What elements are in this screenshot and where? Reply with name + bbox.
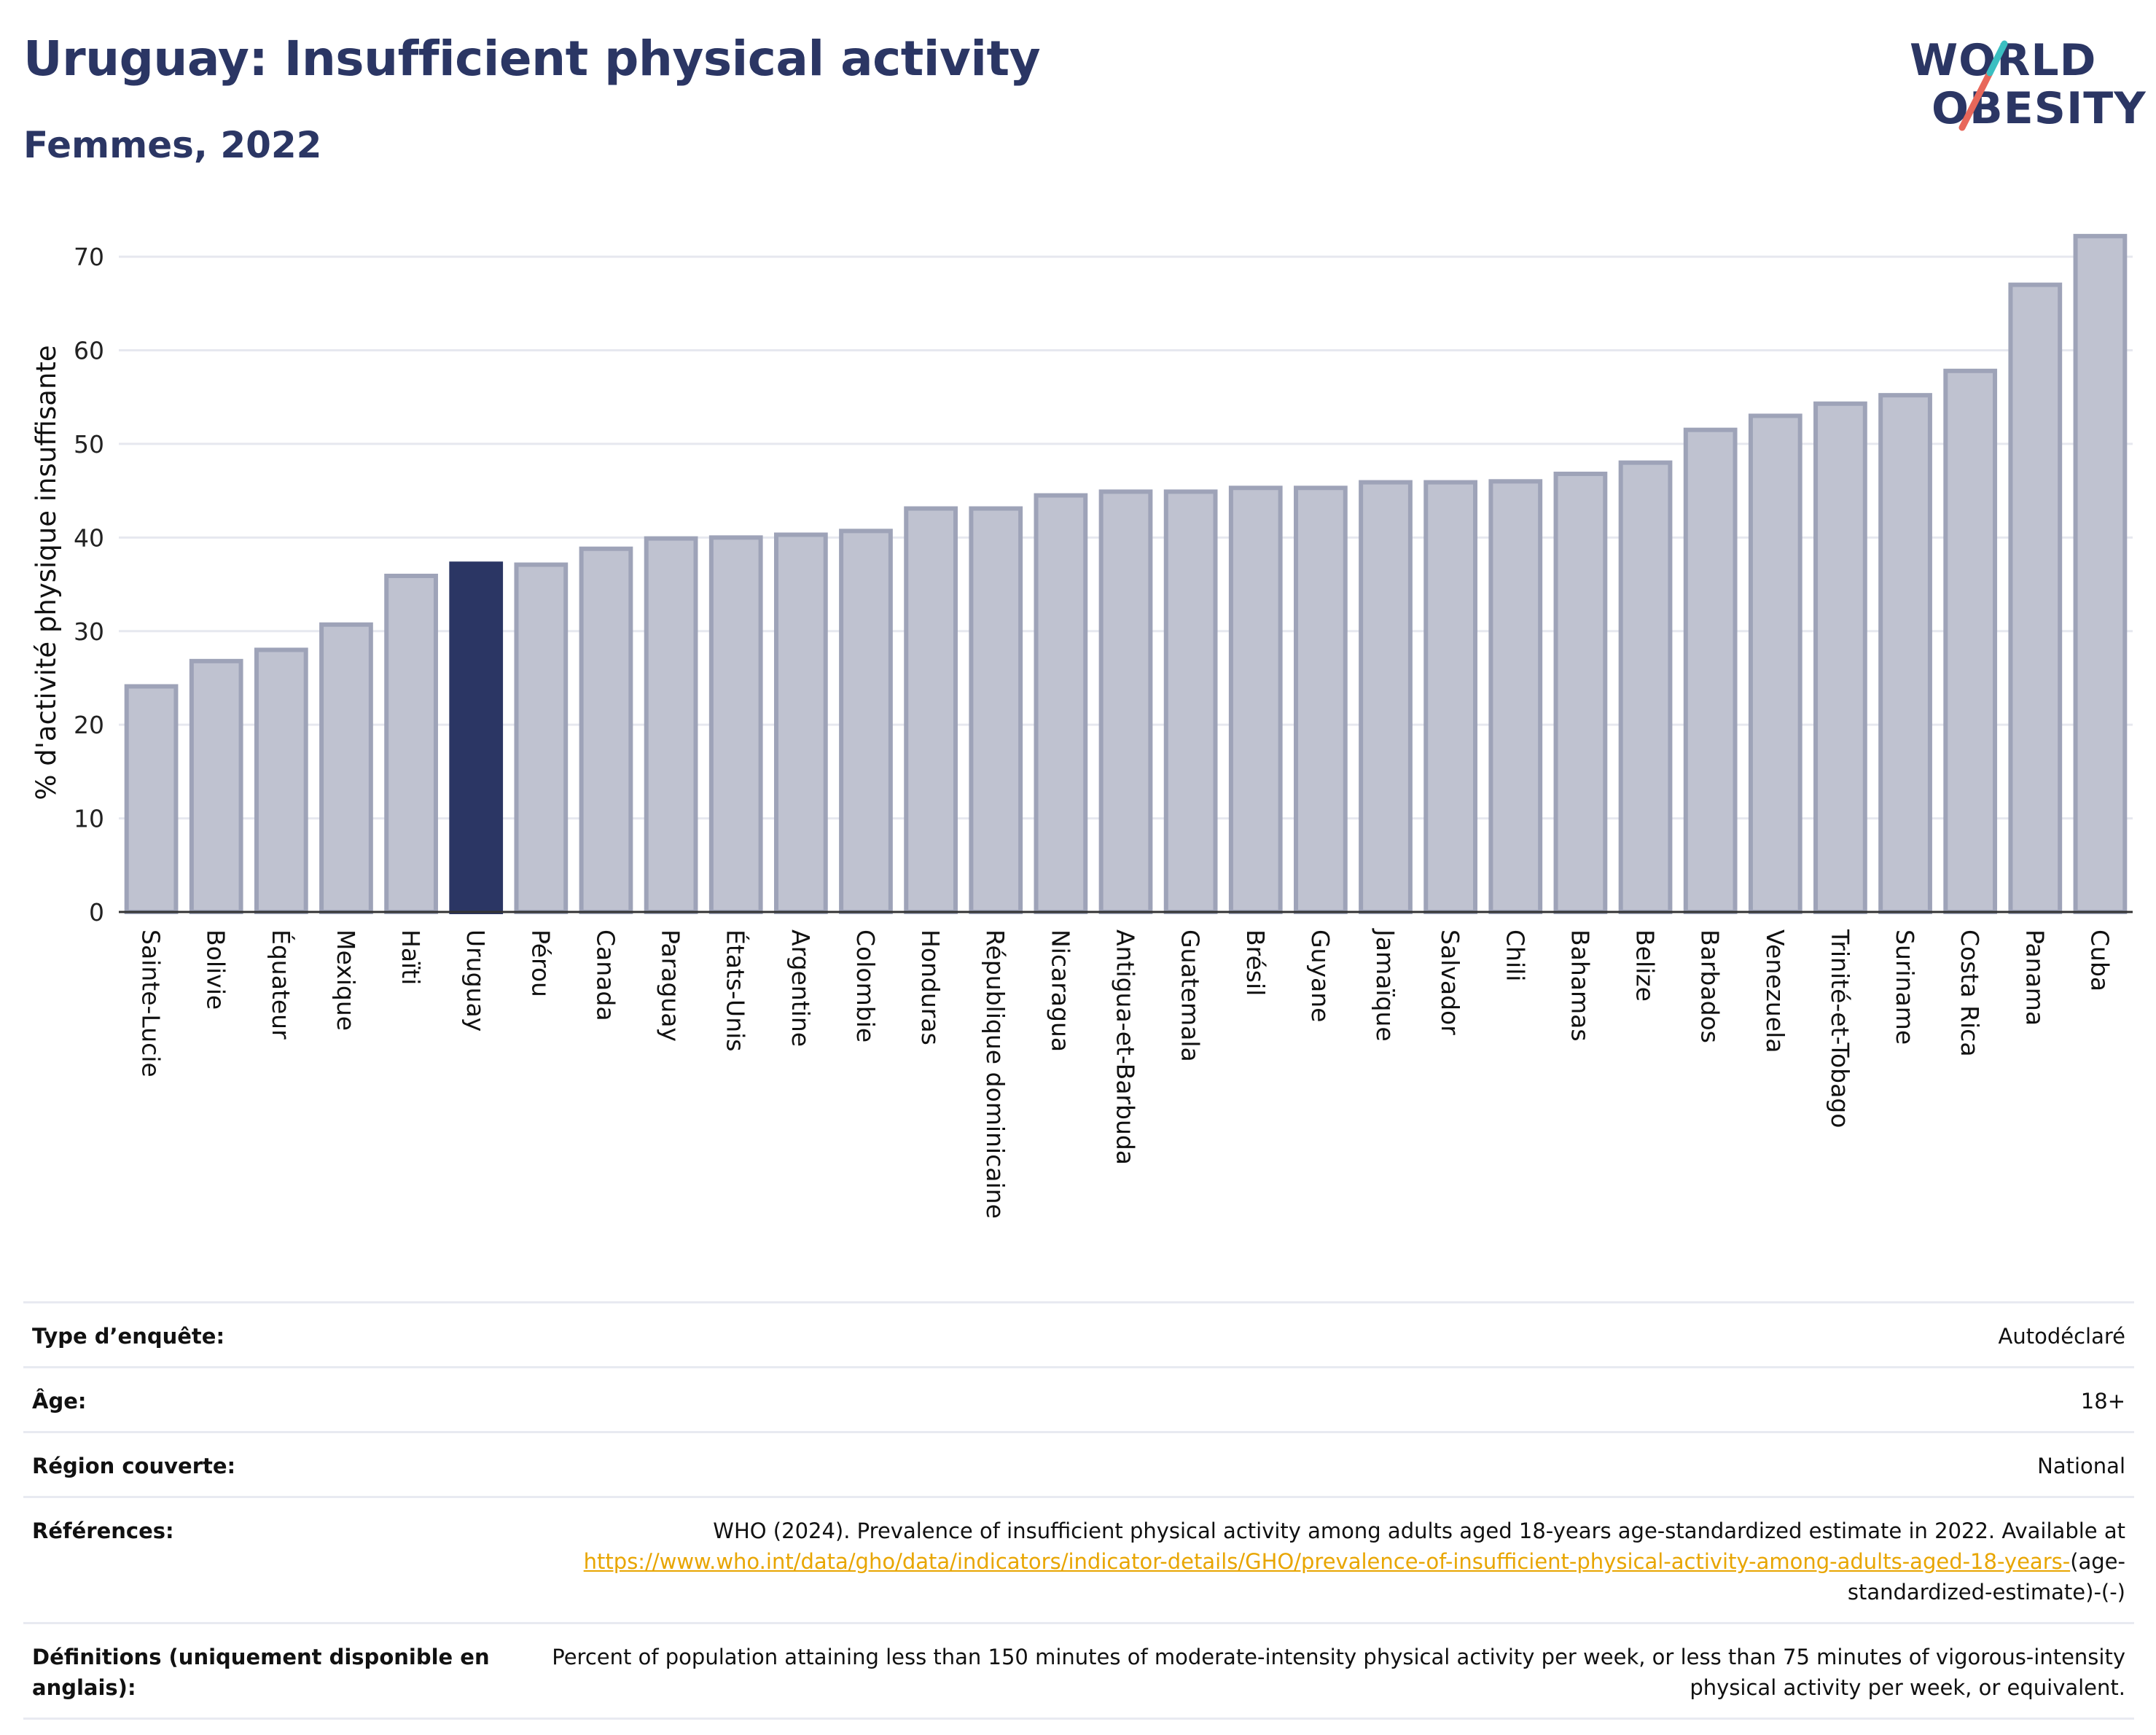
bar xyxy=(1618,460,1673,915)
details-value: WHO (2024). Prevalence of insufficient p… xyxy=(542,1516,2125,1607)
x-tick-label: États-Unis xyxy=(722,929,751,1051)
x-tick-label: Argentine xyxy=(786,929,815,1047)
x-tick-label: Mexique xyxy=(332,929,360,1031)
details-label: Type d’enquête: xyxy=(32,1324,225,1349)
bar xyxy=(1683,427,1738,915)
x-tick-label: Belize xyxy=(1631,929,1660,1002)
x-tick-label: Jamaïque xyxy=(1371,928,1399,1042)
details-row-references: Références: WHO (2024). Prevalence of in… xyxy=(23,1496,2134,1622)
y-tick-label: 70 xyxy=(74,243,104,271)
y-tick-label: 0 xyxy=(89,898,104,927)
x-tick-label: République dominicaine xyxy=(981,929,1009,1219)
bar xyxy=(124,684,179,914)
bar xyxy=(1488,479,1543,914)
details-label: Région couverte: xyxy=(32,1454,236,1478)
details-value: National xyxy=(2037,1454,2125,1478)
y-tick-label: 40 xyxy=(74,523,104,552)
x-tick-label: Nicaragua xyxy=(1046,929,1074,1052)
y-axis-label: % d'activité physique insuffisante xyxy=(31,345,62,800)
bar xyxy=(1878,393,1932,914)
x-tick-label: Chili xyxy=(1501,929,1529,981)
x-tick-label: Cuba xyxy=(2085,929,2114,991)
x-tick-label: Paraguay xyxy=(657,929,685,1042)
x-tick-label: Bahamas xyxy=(1566,929,1594,1042)
page-title: Uruguay: Insufficient physical activity xyxy=(23,31,1041,87)
x-tick-label: Haïti xyxy=(397,929,425,985)
bar xyxy=(1359,480,1413,914)
x-tick-label: Honduras xyxy=(916,929,945,1045)
x-tick-label: Suriname xyxy=(1891,929,1919,1045)
bar xyxy=(1098,489,1153,914)
x-tick-label: Pérou xyxy=(526,929,555,997)
details-row-definitions: Définitions (uniquement disponible en an… xyxy=(23,1622,2134,1720)
x-tick-label: Salvador xyxy=(1436,929,1464,1035)
bar xyxy=(514,562,569,914)
bar xyxy=(644,536,698,914)
bar xyxy=(1943,368,1998,915)
world-obesity-logo: WORLD OBESITY xyxy=(1880,22,2146,153)
logo-line-2: OBESITY xyxy=(1932,83,2147,134)
x-tick-label: Bolivie xyxy=(202,929,230,1010)
x-tick-label: Équateur xyxy=(267,929,296,1040)
bar xyxy=(708,535,763,914)
details-table: Type d’enquête: Autodéclaré Âge: 18+ Rég… xyxy=(23,1301,2134,1720)
details-value: Autodéclaré xyxy=(1998,1324,2125,1349)
reference-suffix: (age-standardized-estimate)-(-) xyxy=(1847,1549,2125,1605)
details-row-age: Âge: 18+ xyxy=(23,1366,2134,1431)
x-tick-label: Costa Rica xyxy=(1956,929,1984,1057)
bar xyxy=(2008,282,2063,915)
page-subtitle: Femmes, 2022 xyxy=(23,124,322,166)
x-tick-label: Guyane xyxy=(1306,929,1335,1022)
x-tick-label: Brésil xyxy=(1241,929,1270,996)
bar xyxy=(1034,493,1088,915)
x-tick-label: Barbados xyxy=(1696,929,1725,1043)
details-value: 18+ xyxy=(2080,1389,2125,1414)
reference-text: WHO (2024). Prevalence of insufficient p… xyxy=(713,1518,2125,1543)
details-label: Références: xyxy=(32,1518,174,1543)
x-tick-label: Guatemala xyxy=(1176,929,1205,1062)
bar xyxy=(1553,472,1608,914)
bar xyxy=(1813,401,1867,915)
bar xyxy=(579,546,633,914)
x-tick-label: Venezuela xyxy=(1761,929,1789,1053)
bar-chart: 0 10 20 30 40 50 60 70 % d'activité physique ins… xyxy=(31,233,2133,1219)
reference-link[interactable]: https://www.who.int/data/gho/data/indica… xyxy=(583,1549,2071,1574)
x-tick-label: Panama xyxy=(2020,929,2049,1026)
bar xyxy=(1294,486,1348,914)
logo-slash-icon xyxy=(1958,40,2008,131)
details-row-survey-type: Type d’enquête: Autodéclaré xyxy=(23,1301,2134,1366)
bar xyxy=(1228,486,1283,914)
bar xyxy=(449,561,504,914)
bar xyxy=(1423,480,1478,914)
bar xyxy=(1748,413,1802,914)
y-tick-label: 30 xyxy=(74,617,104,646)
bar xyxy=(773,532,828,914)
x-tick-label: Trinité-et-Tobago xyxy=(1826,929,1854,1128)
bar xyxy=(969,506,1023,914)
x-tick-label: Sainte-Lucie xyxy=(137,929,165,1077)
bar xyxy=(319,622,373,914)
bar xyxy=(839,529,893,915)
y-tick-label: 20 xyxy=(74,711,104,739)
bar xyxy=(189,658,243,914)
x-tick-label: Uruguay xyxy=(461,929,490,1032)
details-row-region: Région couverte: National xyxy=(23,1431,2134,1496)
y-tick-label: 50 xyxy=(74,430,104,459)
bar xyxy=(904,506,958,914)
bar xyxy=(1163,489,1218,914)
x-tick-label: Canada xyxy=(591,929,620,1021)
y-tick-label: 10 xyxy=(74,805,104,833)
details-label: Âge: xyxy=(32,1389,87,1414)
details-value: Percent of population attaining less tha… xyxy=(552,1645,2125,1700)
bar xyxy=(384,573,438,914)
bar xyxy=(2073,233,2128,914)
bar xyxy=(254,647,308,915)
x-tick-label: Antigua-et-Barbuda xyxy=(1112,929,1140,1165)
x-tick-label: Colombie xyxy=(851,929,880,1042)
details-label: Définitions (uniquement disponible en an… xyxy=(32,1645,490,1700)
y-tick-label: 60 xyxy=(74,337,104,365)
